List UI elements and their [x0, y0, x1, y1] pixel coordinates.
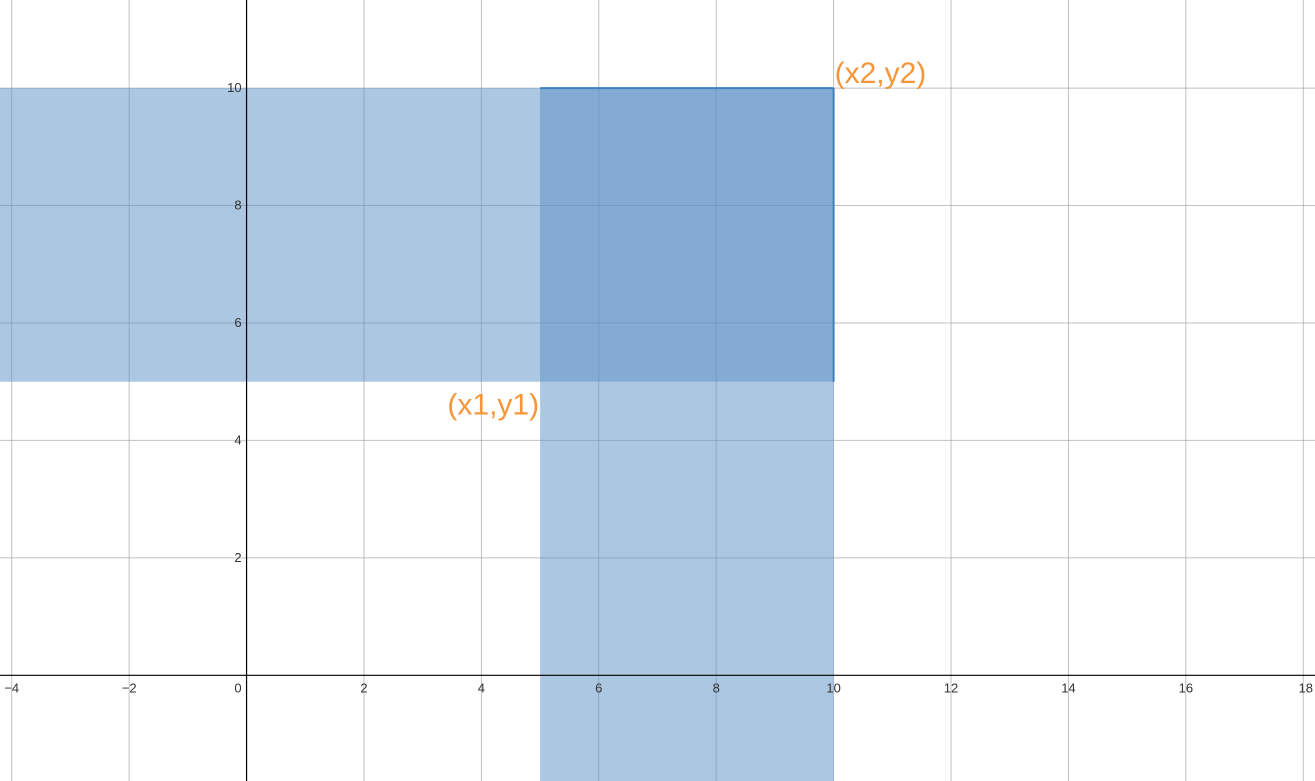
x-tick-label: 8 — [713, 680, 720, 695]
x-tick-label: 16 — [1179, 680, 1193, 695]
x-tick-label: 2 — [360, 680, 367, 695]
y-tick-label: 6 — [234, 315, 241, 330]
point-annotation: (x2,y2) — [835, 57, 927, 90]
shaded-regions — [0, 88, 834, 781]
origin-label: 0 — [234, 680, 241, 695]
x-tick-label: 12 — [944, 680, 958, 695]
x-tick-label: −2 — [122, 680, 137, 695]
x-tick-label: 14 — [1061, 680, 1075, 695]
y-tick-label: 4 — [234, 432, 241, 447]
tick-labels: −4 −2 2 4 6 8 10 12 14 16 18 2 4 6 8 10 0 — [4, 80, 1313, 695]
y-tick-label: 10 — [227, 80, 241, 95]
annotations: (x1,y1) (x2,y2) — [447, 57, 926, 422]
point-annotation: (x1,y1) — [447, 389, 539, 422]
y-tick-label: 2 — [234, 550, 241, 565]
region-edges — [540, 87, 835, 382]
x-tick-label: 10 — [826, 680, 840, 695]
x-tick-label: −4 — [4, 680, 19, 695]
x-tick-label: 6 — [595, 680, 602, 695]
x-tick-label: 18 — [1299, 680, 1313, 695]
x-tick-label: 4 — [478, 680, 485, 695]
shaded-region — [540, 88, 834, 781]
y-tick-label: 8 — [234, 198, 241, 213]
